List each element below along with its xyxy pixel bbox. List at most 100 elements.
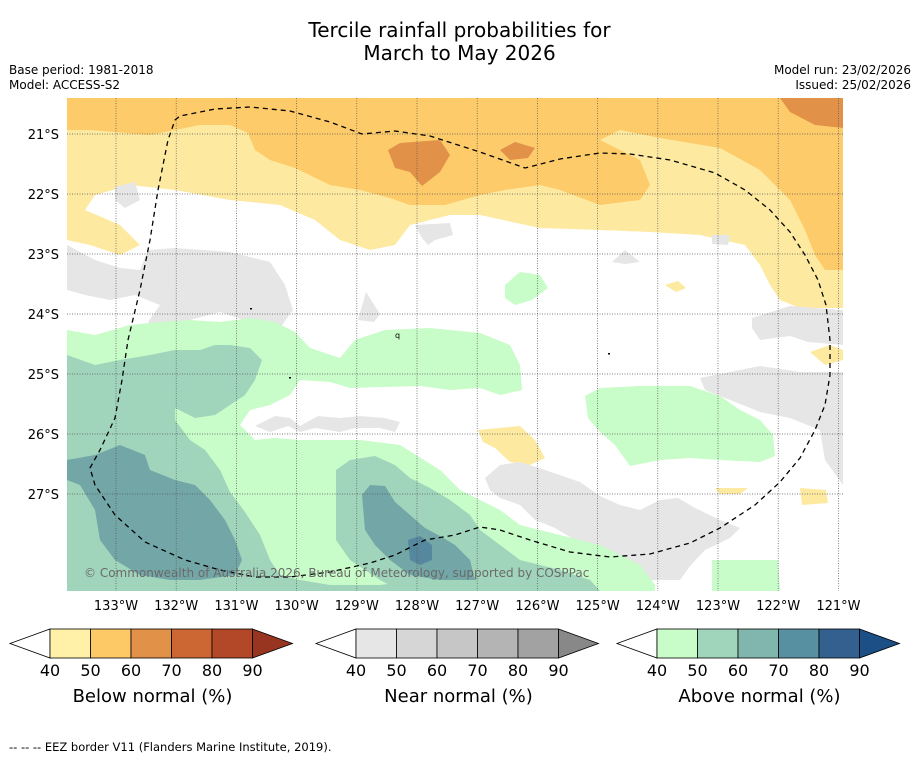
colorbar-swatch [90, 628, 132, 659]
colorbar-extend-high [252, 628, 294, 659]
speck-mark [250, 308, 252, 310]
colorbar-tick: 80 [809, 661, 829, 680]
near-normal-patch-far-east [752, 306, 843, 345]
longitude-label: 127°W [455, 599, 499, 614]
colorbar-tick: 80 [508, 661, 528, 680]
longitude-label: 125°W [576, 599, 620, 614]
colorbar-swatch [818, 628, 860, 659]
graticule [67, 98, 843, 591]
longitude-labels: 133°W 132°W 131°W 130°W 129°W 128°W 127°W 126°W… [94, 599, 861, 614]
longitude-label: 124°W [636, 599, 680, 614]
meta-left: Base period: 1981-2018 Model: ACCESS-S2 [9, 63, 154, 93]
colorbar-label-near: Near normal (%) [384, 686, 533, 707]
colorbar-swatch [517, 628, 559, 659]
below-normal-70-patch-small [500, 142, 535, 160]
latitude-labels: 21°S 22°S 23°S 24°S 25°S 26°S 27°S [28, 128, 59, 503]
longitude-label: 130°W [275, 599, 319, 614]
colorbar-2: 40 50 60 70 80 90 [615, 628, 901, 680]
colorbar-extend-low [8, 628, 51, 659]
colorbar-tick: 70 [768, 661, 788, 680]
near-normal-patch-east [712, 235, 730, 245]
near-normal-patch-mid [415, 223, 453, 245]
above-normal-50-patch-north [505, 272, 548, 305]
longitude-label: 123°W [696, 599, 740, 614]
above-normal-80-patch [408, 536, 432, 565]
colorbar-swatch [49, 628, 91, 659]
below-normal-patch-e [810, 345, 843, 365]
near-normal-patch-south-center [485, 462, 740, 585]
title-line-1: Tercile rainfall probabilities for [308, 18, 611, 42]
eez-legend-note: -- -- -- EEZ border V11 (Flanders Marine… [9, 740, 332, 754]
near-normal-patch-small [358, 292, 380, 322]
colorbar-extend-high [859, 628, 901, 659]
latitude-label: 23°S [28, 248, 59, 263]
model-run: Model run: 23/02/2026 [773, 63, 911, 77]
latitude-label: 24°S [28, 308, 59, 323]
longitude-label: 126°W [515, 599, 559, 614]
colorbar-tick: 60 [427, 661, 447, 680]
latitude-label: 26°S [28, 428, 59, 443]
colorbar-tick: 50 [386, 661, 406, 680]
below-normal-60-region [67, 98, 843, 270]
colorbar-swatch [396, 628, 438, 659]
eez-border [89, 106, 831, 578]
colorbar-extend-low [314, 628, 357, 659]
latitude-label: 25°S [28, 368, 59, 383]
longitude-label: 132°W [154, 599, 198, 614]
below-normal-70-patch-north [388, 140, 450, 186]
near-normal-patch-band [255, 416, 400, 432]
copyright-notice: © Commonwealth of Australia 2026, Bureau… [84, 566, 589, 580]
colorbar-tick: 90 [242, 661, 262, 680]
colorbar-extend-high [558, 628, 600, 659]
longitude-label: 131°W [214, 599, 258, 614]
issued-date: Issued: 25/02/2026 [795, 78, 911, 92]
below-normal-70-patch-ne [780, 98, 843, 128]
colorbar-swatch [737, 628, 779, 659]
colorbar-swatch [355, 628, 397, 659]
below-normal-patch-se [800, 488, 828, 505]
longitude-label: 122°W [756, 599, 800, 614]
colorbar-swatch [436, 628, 478, 659]
colorbar-tick: 90 [849, 661, 869, 680]
meta-right: Model run: 23/02/2026 Issued: 25/02/2026 [774, 63, 911, 93]
colorbar-swatch [697, 628, 739, 659]
colorbar-tick: 60 [728, 661, 748, 680]
near-normal-patch-east-mid [700, 366, 843, 485]
below-normal-patch-center [478, 426, 545, 465]
colorbar-tick: 40 [647, 661, 667, 680]
probability-field [67, 98, 843, 591]
title-line-2: March to May 2026 [363, 41, 556, 65]
colorbar-swatch [211, 628, 253, 659]
speck-mark [289, 377, 291, 379]
colorbar-tick: 80 [202, 661, 222, 680]
colorbar-tick: 90 [548, 661, 568, 680]
speck-mark [608, 353, 610, 355]
longitude-label: 121°W [816, 599, 860, 614]
longitude-label: 133°W [94, 599, 138, 614]
colorbar-extend-low [615, 628, 658, 659]
colorbar-1: 40 50 60 70 80 90 [314, 628, 600, 680]
longitude-label: 129°W [335, 599, 379, 614]
colorbar-0: 40 50 60 70 80 90 [8, 628, 294, 680]
above-normal-50-patch-se [712, 560, 780, 591]
colorbar-tick: 40 [346, 661, 366, 680]
above-normal-70-region-west [67, 445, 242, 580]
near-normal-patch-east2 [612, 250, 640, 264]
colorbar-tick: 50 [80, 661, 100, 680]
below-normal-patch-se2 [715, 488, 748, 494]
near-normal-patch-west [67, 245, 293, 335]
near-normal-patch-nw [115, 182, 140, 208]
colorbar-label-above: Above normal (%) [678, 686, 841, 707]
latitude-label: 22°S [28, 188, 59, 203]
above-normal-50-region-east [585, 386, 775, 466]
below-normal-patch-east [665, 281, 686, 292]
colorbar-tick: 60 [121, 661, 141, 680]
colorbar-tick: 50 [687, 661, 707, 680]
longitude-label: 128°W [395, 599, 439, 614]
colorbar-swatch [171, 628, 213, 659]
colorbars: 40 50 60 70 80 90 40 50 60 70 80 90 40 50 60 70 80 90 [8, 628, 901, 680]
latitude-label: 21°S [28, 128, 59, 143]
stray-mark: q [395, 331, 400, 340]
map-title: Tercile rainfall probabilities for March… [0, 19, 919, 65]
